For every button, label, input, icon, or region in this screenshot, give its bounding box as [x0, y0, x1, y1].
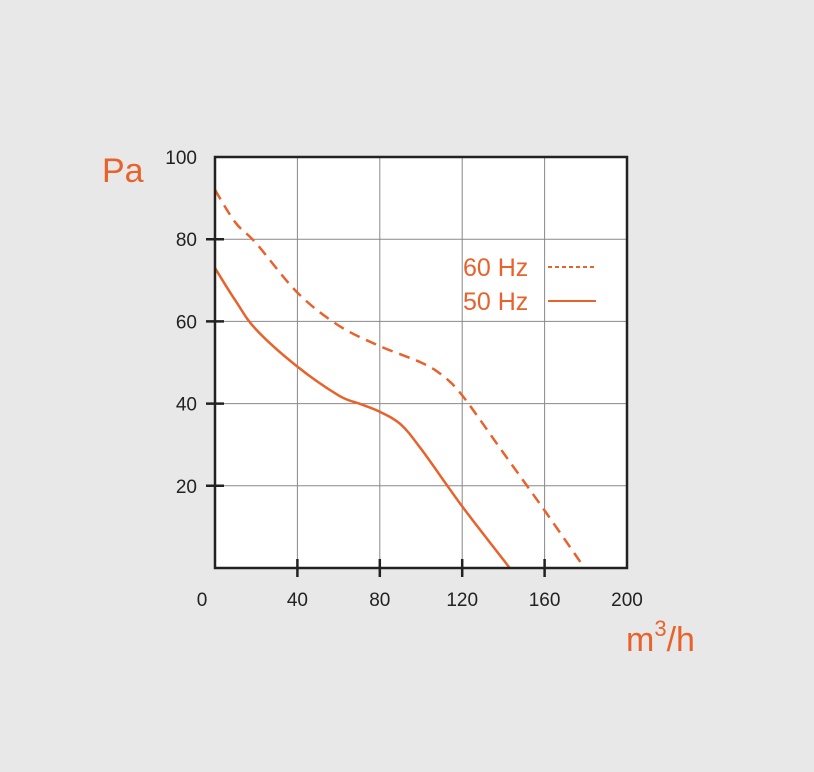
y-tick-label: 60 — [176, 312, 197, 333]
x-axis-label: m3/h — [626, 616, 695, 659]
x-tick-label: 0 — [197, 590, 208, 611]
x-tick-label: 160 — [529, 590, 561, 611]
y-tick-label: 80 — [176, 230, 197, 251]
tick-labels: 0 40 80 120 160 200 20 40 60 80 100 — [165, 148, 643, 611]
x-tick-label: 200 — [611, 590, 643, 611]
series-line-60-hz — [213, 189, 583, 565]
plot-frame — [213, 155, 629, 570]
x-tick-label: 80 — [369, 590, 390, 611]
legend-label-50-hz: 50 Hz — [463, 288, 528, 316]
series-line-50-hz — [213, 267, 511, 569]
x-tick-label: 120 — [446, 590, 478, 611]
y-tick-label: 100 — [165, 148, 197, 169]
x-tick-label: 40 — [287, 590, 308, 611]
y-tick-label: 40 — [176, 395, 197, 416]
y-axis-label: Pa — [102, 152, 144, 190]
axes — [206, 155, 629, 577]
y-tick-label: 20 — [176, 477, 197, 498]
series-lines — [213, 189, 583, 569]
grid-lines — [215, 157, 627, 568]
x-axis-label-base: m — [626, 621, 654, 659]
x-axis-label-suffix: /h — [667, 621, 695, 659]
x-axis-label-exponent: 3 — [654, 616, 666, 641]
legend-label-60-hz: 60 Hz — [463, 254, 528, 282]
legend: 60 Hz 50 Hz — [463, 254, 596, 316]
